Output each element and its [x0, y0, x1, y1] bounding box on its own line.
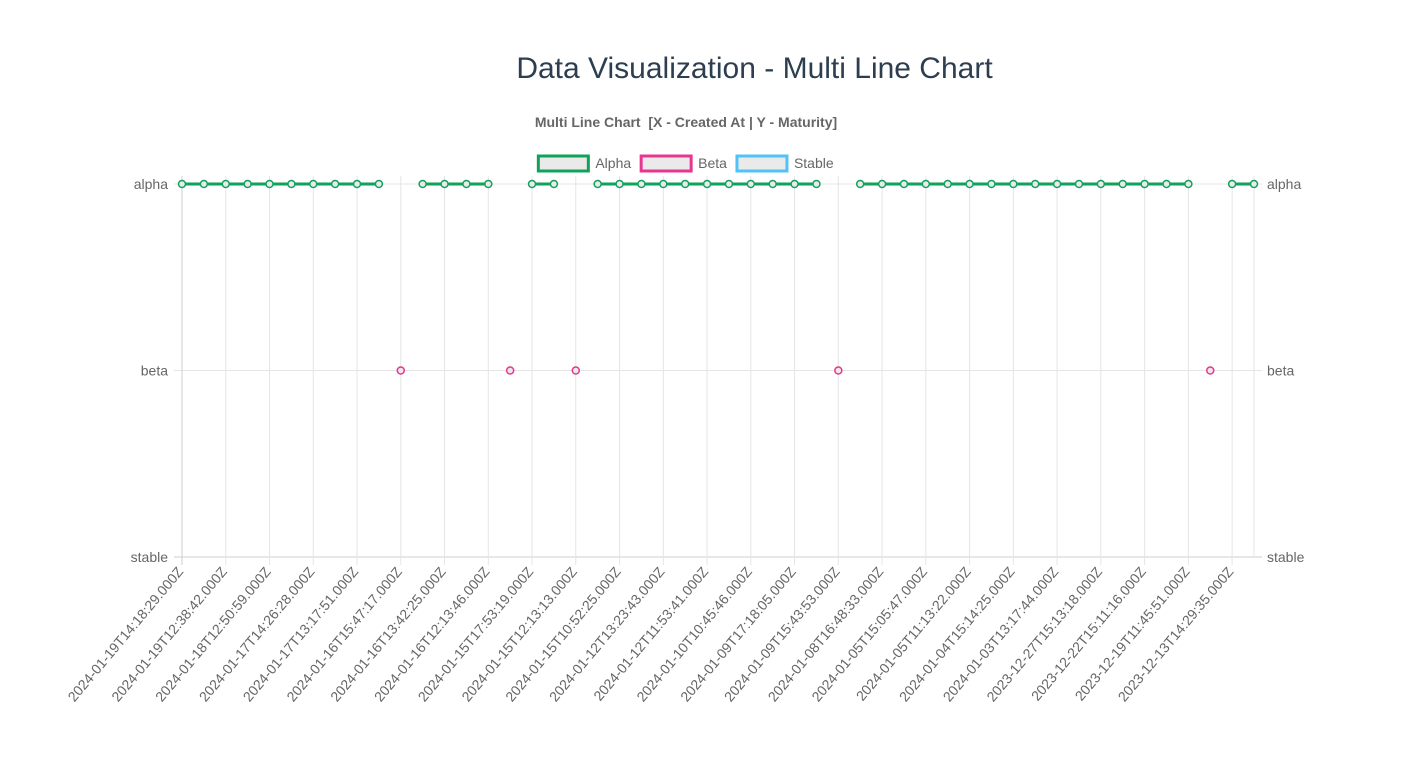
data-point-alpha	[1030, 179, 1040, 189]
data-point-alpha	[768, 179, 777, 189]
legend-item-alpha: Alpha	[536, 154, 631, 173]
y-tick-label-left: alpha	[134, 176, 168, 192]
data-point-alpha	[265, 179, 274, 189]
data-point-alpha	[330, 179, 340, 189]
data-point-alpha	[221, 179, 231, 189]
data-point-alpha	[1162, 179, 1171, 189]
chart-series	[177, 179, 1259, 375]
data-point-alpha	[1227, 179, 1237, 189]
data-point-alpha	[177, 179, 187, 189]
data-point-alpha	[790, 179, 799, 189]
page-title: Data Visualization - Multi Line Chart	[516, 52, 993, 85]
data-point-alpha	[527, 179, 537, 189]
y-tick-label-left: beta	[141, 363, 168, 379]
data-point-alpha	[943, 179, 952, 189]
series-alpha	[177, 179, 1259, 189]
data-point-alpha	[1118, 179, 1127, 189]
data-point-alpha	[484, 179, 493, 189]
data-point-beta	[396, 366, 406, 375]
data-point-alpha	[746, 179, 756, 189]
data-point-alpha	[374, 179, 384, 189]
legend-label-stable: Stable	[794, 155, 834, 171]
y-axis-left: alpha beta stable	[131, 176, 169, 565]
data-point-alpha	[899, 179, 909, 189]
legend-item-stable: Stable	[735, 154, 834, 173]
data-point-alpha	[1052, 179, 1062, 189]
data-point-alpha	[1009, 179, 1018, 189]
data-point-alpha	[309, 179, 318, 189]
data-point-alpha	[637, 179, 646, 189]
data-point-alpha	[1184, 179, 1193, 189]
data-point-alpha	[1096, 179, 1106, 189]
chart-grid	[174, 176, 1262, 565]
chart-legend: Alpha Beta Stable	[536, 154, 834, 173]
data-point-beta	[1205, 366, 1215, 375]
data-point-alpha	[418, 179, 427, 189]
y-axis-right: alpha beta stable	[1267, 176, 1305, 565]
y-tick-label-right: beta	[1267, 363, 1294, 379]
data-point-alpha	[855, 179, 865, 189]
data-point-alpha	[1140, 179, 1149, 189]
data-point-alpha	[462, 179, 471, 189]
x-axis: 2024-01-19T14:18:29.000Z2024-01-19T12:38…	[64, 563, 1236, 704]
data-point-alpha	[440, 179, 449, 189]
legend-swatch-stable	[735, 154, 789, 173]
data-point-alpha	[199, 179, 209, 189]
data-point-beta	[571, 366, 581, 375]
series-beta	[396, 366, 1215, 375]
data-point-alpha	[702, 179, 712, 189]
legend-label-beta: Beta	[698, 155, 727, 171]
data-point-alpha	[659, 179, 668, 189]
data-point-alpha	[615, 179, 624, 189]
legend-swatch-beta	[639, 154, 693, 173]
data-point-alpha	[921, 179, 931, 189]
legend-item-beta: Beta	[639, 154, 727, 173]
data-point-alpha	[812, 179, 821, 189]
data-point-alpha	[724, 179, 734, 189]
data-point-alpha	[877, 179, 887, 189]
legend-label-alpha: Alpha	[595, 155, 631, 171]
data-point-alpha	[1074, 179, 1084, 189]
data-point-alpha	[243, 179, 252, 189]
data-point-alpha	[1249, 179, 1259, 189]
y-tick-label-left: stable	[131, 549, 169, 565]
y-tick-label-right: stable	[1267, 549, 1305, 565]
chart-title: Multi Line Chart [X - Created At | Y - M…	[535, 114, 837, 130]
data-point-alpha	[593, 179, 602, 189]
data-point-alpha	[549, 179, 559, 189]
legend-swatch-alpha	[536, 154, 590, 173]
data-point-beta	[505, 366, 515, 375]
data-point-alpha	[987, 179, 996, 189]
data-point-alpha	[965, 179, 974, 189]
data-point-alpha	[287, 179, 296, 189]
data-point-alpha	[352, 179, 362, 189]
data-point-alpha	[680, 179, 690, 189]
y-tick-label-right: alpha	[1267, 176, 1301, 192]
data-point-beta	[834, 366, 843, 375]
